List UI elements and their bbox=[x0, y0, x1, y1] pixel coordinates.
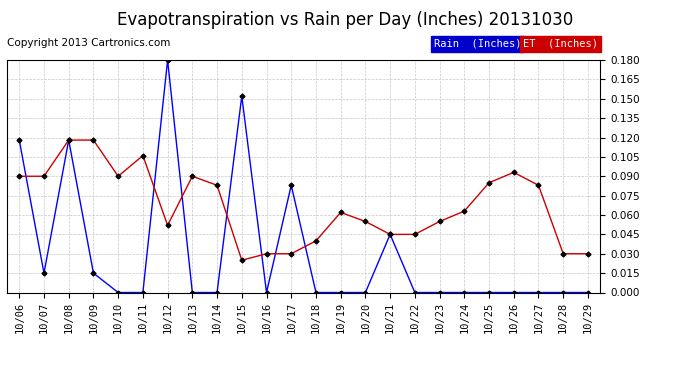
Text: Evapotranspiration vs Rain per Day (Inches) 20131030: Evapotranspiration vs Rain per Day (Inch… bbox=[117, 11, 573, 29]
Text: Rain  (Inches): Rain (Inches) bbox=[434, 39, 522, 49]
Text: ET  (Inches): ET (Inches) bbox=[523, 39, 598, 49]
Text: Copyright 2013 Cartronics.com: Copyright 2013 Cartronics.com bbox=[7, 38, 170, 48]
